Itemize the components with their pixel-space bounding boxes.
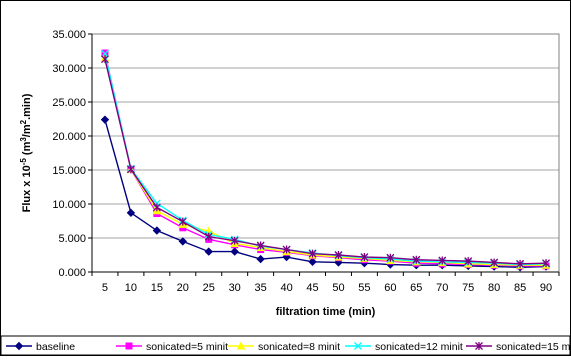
- y-axis-title-exponent: -5: [19, 158, 28, 166]
- legend-entry: sonicated=15 minit: [466, 341, 571, 353]
- y-tick-label: 15.000: [52, 165, 86, 177]
- x-tick-label: 5: [102, 282, 108, 294]
- y-axis-title: Flux x 10-5 (m3/m2.min): [19, 93, 34, 212]
- legend-label: baseline: [36, 341, 75, 353]
- data-point: [490, 258, 499, 267]
- data-point: [178, 237, 188, 246]
- data-point: [152, 203, 161, 212]
- legend-marker: [236, 341, 246, 350]
- series-line: [104, 58, 547, 265]
- x-tick-label: 90: [540, 282, 552, 294]
- x-tick-label: 10: [125, 282, 137, 294]
- legend-box: [0, 335, 571, 356]
- data-point: [412, 255, 421, 264]
- legend-label: sonicated=12 minit: [375, 341, 463, 353]
- data-point: [256, 241, 265, 250]
- series-sonicated-15-minit: [101, 55, 550, 268]
- data-point: [464, 257, 473, 266]
- data-point: [126, 165, 135, 174]
- legend-label: sonicated=8 minit: [258, 341, 340, 353]
- x-tick-label: 60: [384, 282, 396, 294]
- series-line: [104, 119, 547, 268]
- x-tick-label: 25: [203, 282, 215, 294]
- x-tick-label: 70: [436, 282, 448, 294]
- y-axis-title-part: (m: [21, 141, 33, 158]
- data-point: [101, 55, 109, 64]
- y-axis-title-part: /m: [21, 124, 33, 137]
- y-tick-label: 25.000: [52, 97, 86, 109]
- y-tick-label: 35.000: [52, 29, 86, 41]
- x-tick-label: 35: [255, 282, 267, 294]
- axes: 0.000 5.000 10.000 15.000 20.000 25.000 30.000…: [52, 29, 560, 294]
- x-tick-label: 45: [306, 282, 318, 294]
- data-point: [282, 252, 291, 262]
- data-point: [334, 251, 343, 259]
- data-point: [204, 247, 213, 256]
- series-layer: [100, 49, 551, 272]
- y-tick-label: 0.000: [58, 267, 86, 279]
- legend-label: sonicated=15 minit: [496, 341, 571, 353]
- data-point: [282, 245, 291, 254]
- legend-entry: baseline: [6, 341, 75, 353]
- data-point: [516, 259, 525, 268]
- y-axis-title-superscript: 2: [19, 119, 28, 124]
- data-point: [204, 232, 213, 241]
- x-tick-label: 55: [358, 282, 370, 294]
- x-axis-title: filtration time (min): [276, 306, 376, 318]
- x-tick-label: 80: [488, 282, 500, 294]
- x-tick-label: 50: [332, 282, 344, 294]
- x-tick-label: 40: [280, 282, 292, 294]
- data-point: [178, 217, 187, 226]
- y-tick-label: 20.000: [52, 131, 86, 143]
- legend-marker: [125, 342, 133, 350]
- legend-marker: [475, 342, 483, 350]
- data-point: [100, 115, 110, 124]
- data-point: [438, 256, 447, 265]
- data-point: [386, 253, 395, 262]
- legend-label: sonicated=5 minit: [146, 341, 228, 353]
- y-tick-label: 30.000: [52, 63, 86, 75]
- legend-entry: sonicated=5 minit: [116, 341, 228, 353]
- legend-marker: [354, 342, 362, 350]
- data-point: [360, 253, 369, 262]
- legend-entry: sonicated=12 minit: [345, 341, 463, 353]
- x-tick-label: 30: [229, 282, 241, 294]
- x-tick-label: 85: [514, 282, 526, 294]
- x-tick-label: 65: [410, 282, 422, 294]
- data-point: [230, 236, 239, 245]
- data-point: [308, 257, 317, 267]
- y-axis-title-part: .min): [21, 93, 33, 120]
- data-point: [230, 247, 239, 256]
- y-axis-title-superscript: 3: [19, 137, 28, 142]
- data-point: [308, 249, 317, 258]
- legend: baseline sonicated=5 minit sonicated=8 min…: [0, 335, 571, 356]
- x-tick-label: 15: [151, 282, 163, 294]
- x-tick-label: 75: [462, 282, 474, 294]
- data-point: [542, 259, 550, 268]
- legend-entry: sonicated=8 minit: [228, 341, 340, 353]
- data-point: [126, 208, 136, 218]
- series-line: [104, 57, 547, 266]
- y-tick-label: 5.000: [58, 233, 86, 245]
- data-point: [152, 226, 162, 235]
- y-tick-label: 10.000: [52, 199, 86, 211]
- x-tick-label: 20: [177, 282, 189, 294]
- data-point: [256, 254, 265, 264]
- legend-marker: [14, 341, 24, 351]
- y-axis-title-part: Flux x 10: [21, 165, 33, 212]
